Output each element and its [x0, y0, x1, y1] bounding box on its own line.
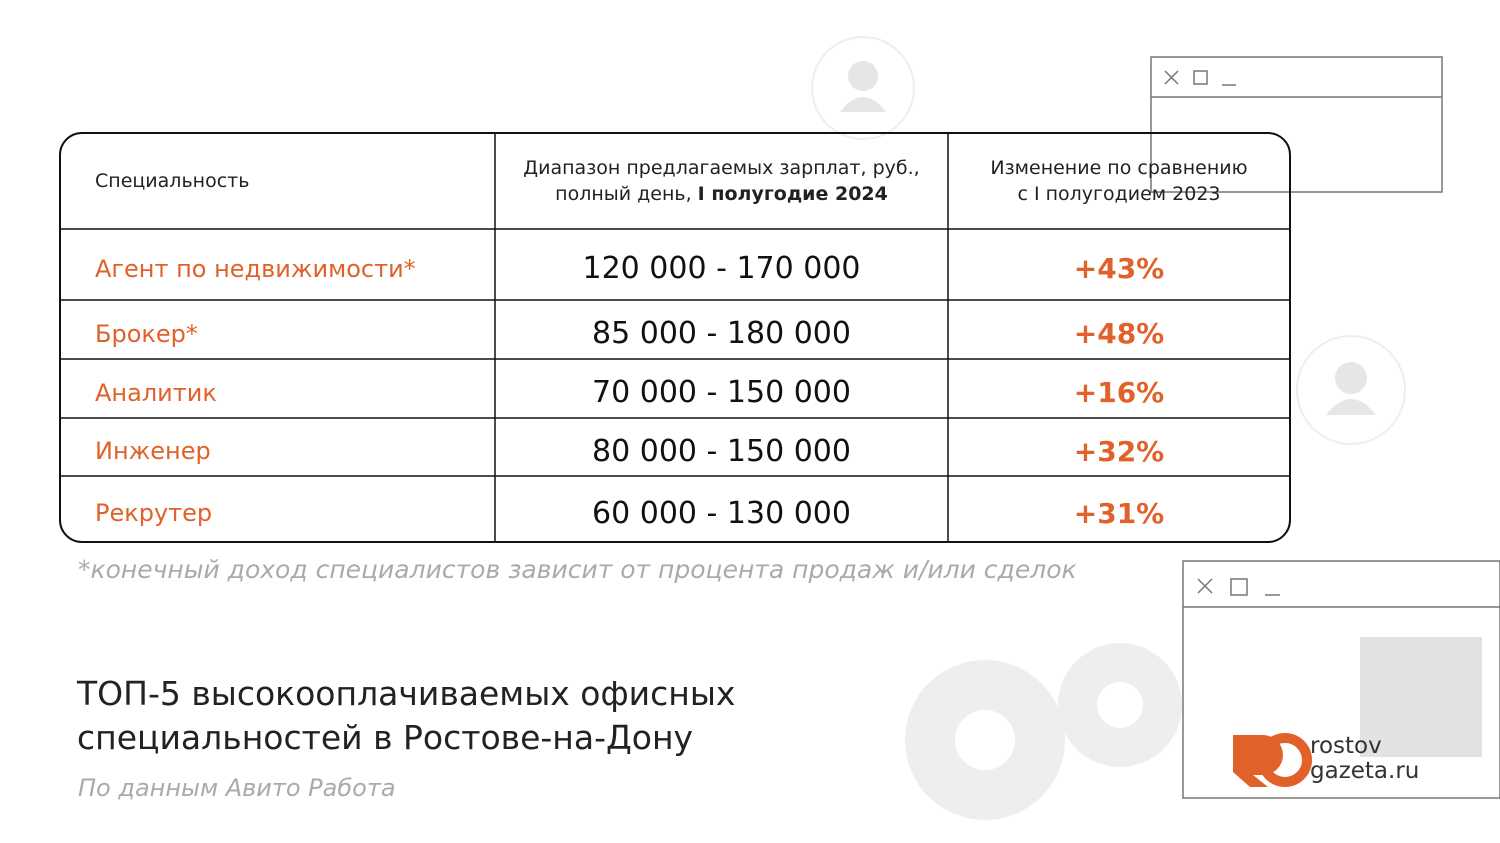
header-cell: Изменение по сравнению с I полугодием 202…	[948, 133, 1290, 229]
salary-range: 80 000 - 150 000	[592, 433, 851, 469]
logo-text: rostov	[1310, 733, 1382, 759]
header-line: Изменение по сравнению	[990, 157, 1248, 179]
specialty: Аналитик	[95, 378, 217, 407]
logo-text: gazeta.ru	[1310, 758, 1420, 784]
source: По данным Авито Работа	[78, 774, 396, 802]
title-line: специальностей в Ростове-на-Дону	[77, 718, 694, 757]
change: +48%	[1073, 317, 1165, 350]
change: +32%	[1073, 434, 1165, 468]
change: +16%	[1073, 376, 1165, 409]
specialty: Инженер	[95, 437, 211, 465]
specialty: Рекрутер	[95, 499, 213, 527]
change: +43%	[1073, 252, 1165, 285]
header-line: с I полугодием 2023	[1017, 183, 1221, 205]
header-text: Диапазон предлагаемых зарплат, руб., пол…	[523, 157, 920, 205]
header-cell: Специальность	[95, 170, 250, 192]
salary-range: 70 000 - 150 000	[592, 375, 851, 410]
header-text: Диапазон предлагаемых зарплат, руб., пол…	[500, 155, 943, 207]
salary-range: 120 000 - 170 000	[582, 251, 861, 286]
header-bold: I полугодие 2024	[697, 183, 888, 205]
change: +31%	[1073, 496, 1165, 530]
title-line: ТОП-5 высокооплачиваемых офисных	[77, 674, 736, 713]
salary-range: 60 000 - 130 000	[592, 495, 851, 531]
header-cell: Диапазон предлагаемых зарплат, руб., пол…	[500, 133, 943, 229]
specialty: Агент по недвижимости*	[95, 254, 416, 283]
salary-range: 85 000 - 180 000	[592, 316, 851, 351]
specialty: Брокер*	[95, 319, 198, 348]
footnote: *конечный доход специалистов зависит от …	[78, 555, 1077, 584]
logo: rostov gazeta.ru	[1310, 734, 1419, 784]
title: ТОП-5 высокооплачиваемых офисных специал…	[77, 672, 735, 760]
